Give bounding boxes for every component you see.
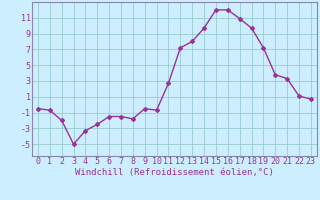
X-axis label: Windchill (Refroidissement éolien,°C): Windchill (Refroidissement éolien,°C) — [75, 168, 274, 177]
